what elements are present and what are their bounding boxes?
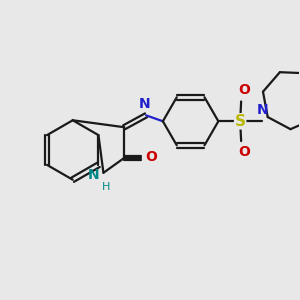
Text: N: N (88, 168, 100, 182)
Text: O: O (145, 150, 157, 164)
Text: N: N (139, 98, 151, 111)
Text: S: S (235, 114, 246, 129)
Text: O: O (238, 83, 250, 98)
Text: N: N (257, 103, 269, 117)
Text: H: H (102, 182, 111, 192)
Text: O: O (238, 145, 250, 159)
